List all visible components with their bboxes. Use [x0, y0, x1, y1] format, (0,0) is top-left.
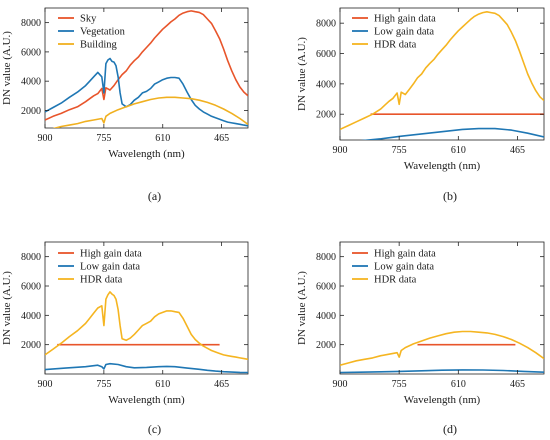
x-tick-label: 465	[510, 145, 525, 156]
y-tick-label: 6000	[316, 49, 336, 60]
hdr-data-line	[45, 291, 248, 361]
y-tick-label: 4000	[316, 311, 336, 322]
x-tick-label: 465	[214, 379, 229, 390]
panel-caption: (a)	[148, 189, 161, 203]
x-tick-label: 755	[392, 379, 407, 390]
x-tick-label: 755	[96, 379, 111, 390]
x-tick-label: 755	[392, 145, 407, 156]
panel-caption: (c)	[148, 422, 161, 436]
legend-label-sky: Sky	[80, 14, 97, 25]
y-tick-label: 8000	[21, 252, 41, 263]
legend-label-high-gain-data: High gain data	[374, 14, 436, 25]
y-tick-label: 8000	[316, 19, 336, 30]
y-tick-label: 4000	[21, 77, 41, 88]
legend-label-building: Building	[80, 40, 118, 51]
plot-frame	[44, 241, 249, 375]
legend-label-high-gain-data: High gain data	[80, 249, 142, 260]
y-tick-label: 8000	[21, 18, 41, 29]
plot-frame	[339, 7, 545, 141]
y-tick-label: 8000	[316, 252, 336, 263]
low-gain-data-line	[360, 127, 544, 140]
legend-label-hdr-data: HDR data	[374, 275, 417, 286]
x-axis-title: Wavelength (nm)	[108, 394, 185, 406]
legend-label-low-gain-data: Low gain data	[80, 262, 140, 273]
x-axis-title: Wavelength (nm)	[404, 160, 481, 172]
panel-caption: (b)	[443, 189, 457, 203]
legend-label-hdr-data: HDR data	[80, 275, 123, 286]
y-tick-label: 6000	[21, 282, 41, 293]
x-tick-label: 900	[38, 133, 53, 144]
x-tick-label: 610	[155, 133, 170, 144]
y-axis-title: DN value (A.U.)	[296, 37, 308, 111]
plot-frame	[44, 7, 249, 129]
chart-panel: 900 755 610 465 2000 4000 6000 8000 Wavelength (…	[1, 7, 249, 203]
legend-label-low-gain-data: Low gain data	[374, 262, 434, 273]
vegetation-line	[45, 57, 248, 127]
x-tick-label: 900	[38, 379, 53, 390]
y-tick-label: 2000	[21, 106, 41, 117]
y-tick-label: 2000	[316, 340, 336, 351]
legend-label-vegetation: Vegetation	[80, 27, 126, 38]
y-tick-label: 6000	[21, 47, 41, 58]
y-tick-label: 2000	[21, 340, 41, 351]
y-axis-title: DN value (A.U.)	[296, 271, 308, 345]
x-tick-label: 465	[214, 133, 229, 144]
legend-label-high-gain-data: High gain data	[374, 249, 436, 260]
chart-panel: 900 755 610 465 2000 4000 6000 8000 Wavelength (…	[296, 241, 545, 436]
y-tick-label: 4000	[316, 79, 336, 90]
building-line	[52, 96, 248, 128]
low-gain-data-line	[340, 369, 544, 374]
x-axis-title: Wavelength (nm)	[404, 394, 481, 406]
x-tick-label: 610	[155, 379, 170, 390]
y-axis-title: DN value (A.U.)	[1, 271, 13, 345]
plot-frame	[339, 241, 545, 375]
chart-panel: 900 755 610 465 2000 4000 6000 8000 Wavelength (…	[1, 241, 249, 436]
x-tick-label: 755	[96, 133, 111, 144]
sky-line	[45, 10, 248, 121]
chart-panel: 900 755 610 465 2000 4000 6000 8000 Wavelength (…	[296, 7, 545, 203]
legend-label-hdr-data: HDR data	[374, 40, 417, 51]
y-tick-label: 2000	[316, 110, 336, 121]
x-tick-label: 610	[451, 379, 466, 390]
y-axis-title: DN value (A.U.)	[1, 31, 13, 105]
y-tick-label: 6000	[316, 282, 336, 293]
x-tick-label: 900	[333, 145, 348, 156]
x-tick-label: 900	[333, 379, 348, 390]
panel-caption: (d)	[443, 422, 457, 436]
legend-label-low-gain-data: Low gain data	[374, 27, 434, 38]
x-axis-title: Wavelength (nm)	[108, 148, 185, 160]
low-gain-data-line	[45, 362, 248, 374]
y-tick-label: 4000	[21, 311, 41, 322]
hdr-data-line	[340, 11, 544, 131]
x-tick-label: 465	[510, 379, 525, 390]
x-tick-label: 610	[451, 145, 466, 156]
hdr-data-line	[340, 330, 544, 366]
